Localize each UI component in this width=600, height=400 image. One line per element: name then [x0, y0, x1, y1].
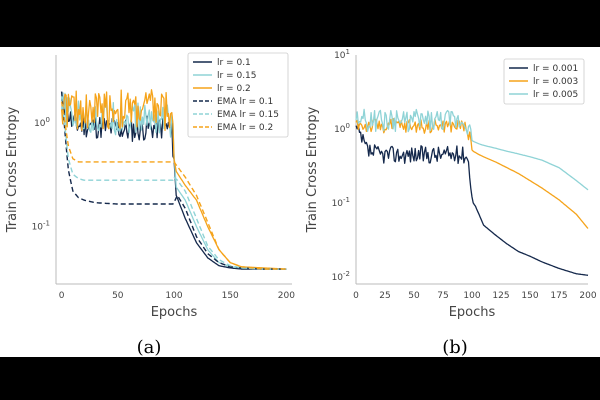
y-tick-label: 10-2	[332, 270, 350, 283]
series-line	[355, 108, 589, 191]
x-tick-label: 175	[550, 291, 567, 301]
x-tick-label: 100	[463, 291, 480, 301]
x-tick-label: 50	[408, 291, 420, 301]
chart-b: 0 25 50 75 100 125 150 175 200 101 100 10-1 10-2 Epoc…	[305, 48, 597, 320]
legend-label: EMA lr = 0.1	[217, 97, 273, 107]
legend-label: lr = 0.1	[217, 58, 251, 68]
series-line	[60, 96, 287, 270]
series-line	[355, 124, 589, 276]
x-tick-label: 0	[59, 291, 65, 301]
series-line	[60, 101, 287, 270]
legend-label: lr = 0.003	[533, 77, 578, 87]
x-tick-label: 50	[112, 291, 124, 301]
legend-label: lr = 0.005	[533, 90, 578, 100]
x-tick-label: 0	[353, 291, 359, 301]
legend-label: lr = 0.2	[217, 84, 251, 94]
x-tick-label: 75	[437, 291, 448, 301]
y-tick-label: 10-1	[32, 220, 50, 233]
caption-b: (b)	[442, 337, 468, 357]
legend-label: EMA lr = 0.15	[217, 110, 279, 120]
legend-box	[187, 52, 289, 138]
x-tick-label: 25	[379, 291, 390, 301]
x-tick-label: 150	[222, 291, 239, 301]
y-axis-label: Train Cross Entropy	[305, 106, 320, 233]
x-axis-label: Epochs	[151, 305, 198, 320]
x-axis-label: Epochs	[449, 305, 496, 320]
caption-a: (a)	[137, 337, 162, 357]
y-tick-label: 101	[334, 48, 350, 61]
y-axis-label: Train Cross Entropy	[5, 106, 20, 233]
legend-label: lr = 0.15	[217, 71, 257, 81]
y-tick-label: 100	[34, 116, 50, 129]
x-tick-label: 150	[521, 291, 538, 301]
figure-panel: 0 50 100 150 200 100 10-1 Epochs Train Cross Ent…	[0, 47, 600, 358]
legend-box	[503, 58, 585, 105]
chart-a: 0 50 100 150 200 100 10-1 Epochs Train Cross Ent…	[5, 52, 295, 320]
x-tick-label: 200	[278, 291, 295, 301]
x-tick-label: 200	[579, 291, 596, 301]
series-line	[60, 91, 287, 270]
legend-label: lr = 0.001	[533, 64, 578, 74]
y-tick-label: 100	[334, 122, 350, 135]
x-tick-label: 125	[492, 291, 509, 301]
x-tick-label: 100	[165, 291, 182, 301]
legend-label: EMA lr = 0.2	[217, 123, 273, 133]
y-tick-label: 10-1	[332, 196, 350, 209]
figure-svg: 0 50 100 150 200 100 10-1 Epochs Train Cross Ent…	[5, 48, 597, 358]
